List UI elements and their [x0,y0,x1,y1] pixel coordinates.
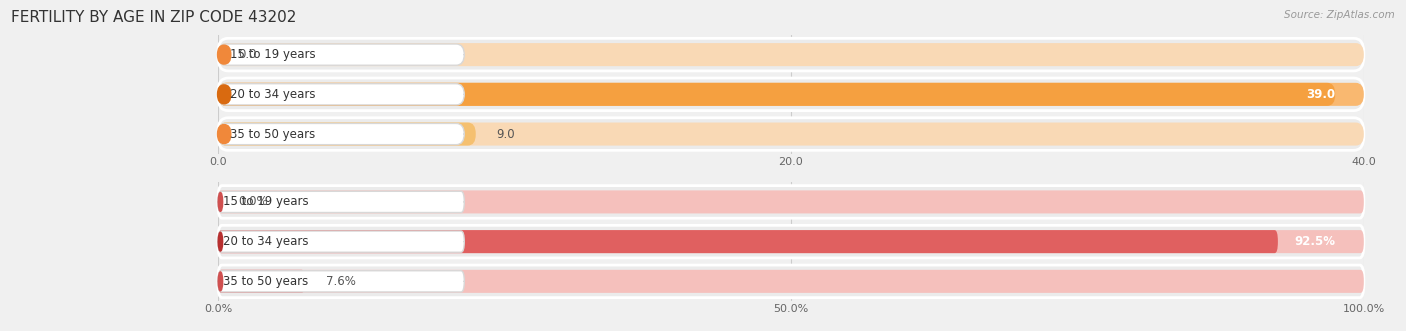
FancyBboxPatch shape [218,231,464,252]
FancyBboxPatch shape [218,83,1364,106]
Text: 15 to 19 years: 15 to 19 years [231,48,316,61]
FancyBboxPatch shape [218,225,1364,258]
FancyBboxPatch shape [218,44,464,65]
FancyBboxPatch shape [218,186,1364,218]
FancyBboxPatch shape [217,124,232,144]
FancyBboxPatch shape [218,38,1364,71]
FancyBboxPatch shape [218,122,1364,146]
Text: 39.0: 39.0 [1306,88,1336,101]
FancyBboxPatch shape [217,84,232,105]
FancyBboxPatch shape [218,230,1364,253]
FancyBboxPatch shape [218,231,224,252]
FancyBboxPatch shape [218,191,464,213]
FancyBboxPatch shape [218,118,1364,150]
Text: 35 to 50 years: 35 to 50 years [224,275,308,288]
FancyBboxPatch shape [218,190,1364,213]
FancyBboxPatch shape [218,265,1364,298]
FancyBboxPatch shape [218,83,1336,106]
Text: 7.6%: 7.6% [326,275,356,288]
FancyBboxPatch shape [218,78,1364,111]
Text: 20 to 34 years: 20 to 34 years [224,235,308,248]
FancyBboxPatch shape [218,123,464,145]
FancyBboxPatch shape [218,230,1278,253]
FancyBboxPatch shape [218,271,464,292]
Text: FERTILITY BY AGE IN ZIP CODE 43202: FERTILITY BY AGE IN ZIP CODE 43202 [11,10,297,25]
Text: 15 to 19 years: 15 to 19 years [224,195,308,209]
FancyBboxPatch shape [218,270,305,293]
FancyBboxPatch shape [218,43,1364,66]
Text: 0.0%: 0.0% [239,195,269,209]
FancyBboxPatch shape [217,44,232,65]
Text: 35 to 50 years: 35 to 50 years [231,127,316,141]
Text: 92.5%: 92.5% [1294,235,1336,248]
Text: Source: ZipAtlas.com: Source: ZipAtlas.com [1284,10,1395,20]
FancyBboxPatch shape [218,192,224,212]
FancyBboxPatch shape [218,271,224,292]
Text: 20 to 34 years: 20 to 34 years [231,88,316,101]
FancyBboxPatch shape [218,84,464,105]
Text: 0.0: 0.0 [239,48,257,61]
FancyBboxPatch shape [218,122,475,146]
Text: 9.0: 9.0 [496,127,515,141]
FancyBboxPatch shape [218,270,1364,293]
